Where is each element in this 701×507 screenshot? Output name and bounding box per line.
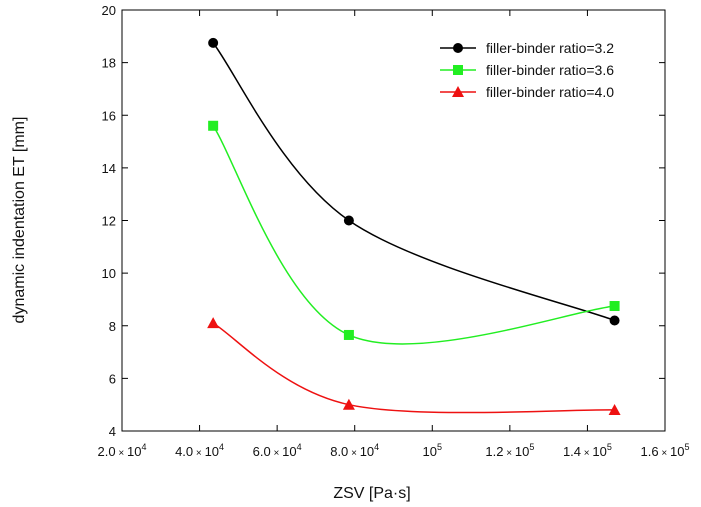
x-tick-base: 10 [360, 444, 374, 459]
x-tick-base: 10 [127, 444, 141, 459]
x-tick-label: 8.0 × 104 [330, 442, 379, 459]
x-axis: 2.0 × 104 4.0 × 104 6.0 × 104 8.0 × 104 105 1… [98, 10, 690, 459]
x-tick-label: 105 [423, 442, 442, 459]
x-tick-exponent: 5 [684, 442, 689, 452]
x-tick-exponent: 5 [529, 442, 534, 452]
x-tick-base: 10 [670, 444, 684, 459]
legend-marker-2 [453, 65, 463, 75]
legend: filler-binder ratio=3.2 filler-binder rat… [440, 40, 614, 100]
x-tick-base: 10 [515, 444, 529, 459]
x-tick-mantissa: 1.6 [641, 444, 659, 459]
series-layer [207, 37, 621, 415]
x-tick-mantissa: 1.4 [563, 444, 581, 459]
x-tick-mantissa: 6.0 [253, 444, 271, 459]
series-line-2 [212, 125, 615, 345]
x-tick-base: 10 [592, 444, 606, 459]
x-tick-label: 2.0 × 104 [98, 442, 147, 459]
y-tick-label: 14 [102, 161, 116, 176]
x-tick-times: × [116, 448, 127, 459]
legend-marker-1 [453, 43, 463, 53]
x-tick-times: × [659, 448, 670, 459]
legend-label-2: filler-binder ratio=3.6 [486, 62, 614, 78]
data-point-series-3 [608, 403, 621, 415]
x-tick-label: 4.0 × 104 [175, 442, 224, 459]
x-tick-label: 1.2 × 105 [485, 442, 534, 459]
x-tick-times: × [271, 448, 282, 459]
x-tick-times: × [348, 448, 359, 459]
data-point-series-1 [343, 215, 354, 226]
y-tick-label: 16 [102, 108, 116, 123]
y-tick-label: 12 [102, 214, 116, 229]
y-tick-label: 18 [102, 56, 116, 71]
x-tick-mantissa: 4.0 [175, 444, 193, 459]
y-tick-label: 4 [109, 424, 116, 439]
data-point-series-3 [342, 398, 355, 410]
y-tick-label: 6 [109, 371, 116, 386]
legend-label-1: filler-binder ratio=3.2 [486, 40, 614, 56]
x-tick-label: 1.6 × 105 [641, 442, 690, 459]
x-tick-mantissa: 8.0 [330, 444, 348, 459]
data-point-series-2 [208, 120, 219, 131]
data-point-series-2 [343, 329, 354, 340]
x-tick-base: 10 [423, 444, 437, 459]
x-tick-label: 6.0 × 104 [253, 442, 302, 459]
data-point-series-3 [207, 317, 220, 329]
y-axis: 4 6 8 10 12 14 16 18 20 [102, 3, 665, 439]
x-axis-title: ZSV [Pa·s] [333, 485, 410, 502]
x-tick-mantissa: 2.0 [98, 444, 116, 459]
y-axis-title: dynamic indentation ET [mm] [11, 117, 28, 324]
x-tick-exponent: 4 [141, 442, 146, 452]
x-tick-base: 10 [205, 444, 219, 459]
data-point-series-1 [208, 37, 219, 48]
x-tick-times: × [503, 448, 514, 459]
x-tick-exponent: 4 [374, 442, 379, 452]
data-point-series-2 [609, 301, 620, 312]
legend-marker-3 [452, 86, 464, 97]
x-tick-exponent: 4 [219, 442, 224, 452]
y-tick-label: 20 [102, 3, 116, 18]
x-tick-times: × [193, 448, 204, 459]
x-tick-label: 1.4 × 105 [563, 442, 612, 459]
series-line-3 [212, 322, 615, 414]
x-tick-mantissa: 1.2 [485, 444, 503, 459]
x-tick-exponent: 5 [607, 442, 612, 452]
y-tick-label: 10 [102, 266, 116, 281]
x-tick-times: × [581, 448, 592, 459]
y-tick-label: 8 [109, 319, 116, 334]
x-tick-base: 10 [282, 444, 296, 459]
x-tick-exponent: 5 [437, 442, 442, 452]
x-tick-exponent: 4 [297, 442, 302, 452]
legend-label-3: filler-binder ratio=4.0 [486, 84, 614, 100]
data-point-series-1 [609, 315, 620, 326]
